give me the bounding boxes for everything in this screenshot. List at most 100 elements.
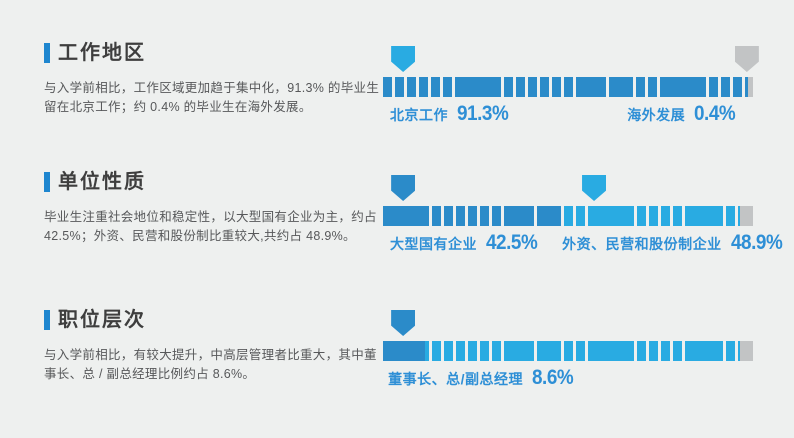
bar-gap (429, 206, 432, 226)
chart-label: 海外发展 0.4% (627, 102, 740, 126)
bar-gap (440, 77, 443, 97)
section-work-region: 工作地区 与入学前相比，工作区域更加趋于集中化，91.3% 的毕业生留在北京工作… (44, 42, 386, 117)
bar-gap (634, 206, 637, 226)
chart-company-type: 大型国有企业 42.5% 外资、民营和股份制企业 48.9% (383, 175, 782, 267)
bar-gap (606, 77, 609, 97)
bar-gap (658, 341, 661, 361)
bar-gap (573, 77, 576, 97)
bar-gap (501, 341, 504, 361)
marker-pin-icon (582, 175, 607, 201)
bar-gap (534, 206, 537, 226)
bar-gap (682, 341, 685, 361)
chart-label-value: 91.3% (457, 102, 509, 125)
bar-gap (730, 77, 733, 97)
bar-segment (740, 341, 753, 361)
title-accent-bar (44, 43, 50, 63)
bar-segment (747, 77, 753, 97)
bar-gap (534, 341, 537, 361)
section-title: 单位性质 (58, 171, 146, 193)
bar-gap (501, 206, 504, 226)
bar-gap (513, 77, 516, 97)
section-description: 与入学前相比，有较大提升，中高层管理者比重大，其中董事长、总 / 副总经理比例约… (44, 348, 377, 381)
bar-gap (682, 206, 685, 226)
bar-gap (441, 341, 444, 361)
section-header: 职位层次 (44, 309, 386, 331)
chart-label-value: 8.6% (532, 366, 574, 389)
bar-gap (646, 341, 649, 361)
bar-gap (723, 341, 726, 361)
bar-gap (416, 77, 419, 97)
chart-label: 北京工作 91.3% (390, 102, 514, 126)
bar-gap (633, 77, 636, 97)
bar-gap (723, 206, 726, 226)
section-header: 工作地区 (44, 42, 386, 64)
bar-gap (392, 77, 395, 97)
bar-segment (383, 341, 426, 361)
chart-label-value: 48.9% (730, 231, 783, 254)
chart-label-text: 董事长、总/副总经理 (388, 371, 524, 387)
bar-gap (573, 206, 576, 226)
bar-gap (561, 341, 564, 361)
bar-gap (404, 77, 407, 97)
bar-gap (735, 341, 738, 361)
bar-gap (742, 77, 745, 97)
chart-label: 大型国有企业 42.5% (390, 231, 543, 255)
title-accent-bar (44, 310, 50, 330)
bar-segment (740, 206, 753, 226)
chart-label: 董事长、总/副总经理 8.6% (388, 366, 578, 390)
bar-gap (429, 341, 432, 361)
section-description: 毕业生注重社会地位和稳定性，以大型国有企业为主，约占 42.5%；外资、民营和股… (44, 210, 377, 243)
bar-gap (428, 77, 431, 97)
chart-label-text: 北京工作 (390, 107, 449, 123)
bar-gap (477, 341, 480, 361)
marker-pin-icon (391, 310, 416, 336)
chart-position-level: 董事长、总/副总经理 8.6% (383, 310, 753, 402)
segmented-bar (383, 341, 753, 361)
bar-gap (645, 77, 648, 97)
section-title: 工作地区 (58, 42, 146, 64)
chart-label: 外资、民营和股份制企业 48.9% (562, 231, 788, 255)
bar-gap (452, 77, 455, 97)
bar-segment (425, 341, 741, 361)
section-description: 与入学前相比，工作区域更加趋于集中化，91.3% 的毕业生留在北京工作；约 0.… (44, 81, 380, 114)
bar-gap (453, 341, 456, 361)
bar-gap (441, 206, 444, 226)
title-accent-bar (44, 172, 50, 192)
chart-label-text: 外资、民营和股份制企业 (562, 236, 722, 252)
bar-gap (646, 206, 649, 226)
bar-gap (561, 206, 564, 226)
bar-gap (585, 341, 588, 361)
bar-gap (670, 206, 673, 226)
bar-gap (465, 206, 468, 226)
chart-label-text: 海外发展 (627, 107, 686, 123)
bar-gap (525, 77, 528, 97)
bar-gap (477, 206, 480, 226)
bar-gap (561, 77, 564, 97)
chart-label-value: 42.5% (486, 231, 538, 254)
segmented-bar (383, 206, 753, 226)
bar-gap (735, 206, 738, 226)
chart-work-region: 北京工作 91.3% 海外发展 0.4% (383, 46, 759, 138)
marker-pin-icon (391, 175, 416, 201)
bar-gap (549, 77, 552, 97)
section-title: 职位层次 (58, 309, 146, 331)
bar-segment (383, 206, 563, 226)
chart-label-text: 大型国有企业 (390, 236, 478, 252)
bar-gap (718, 77, 721, 97)
bar-gap (706, 77, 709, 97)
bar-gap (657, 77, 660, 97)
bar-gap (670, 341, 673, 361)
bar-gap (489, 341, 492, 361)
marker-pin-icon (391, 46, 416, 72)
bar-gap (453, 206, 456, 226)
bar-gap (501, 77, 504, 97)
chart-label-value: 0.4% (694, 102, 736, 125)
section-position-level: 职位层次 与入学前相比，有较大提升，中高层管理者比重大，其中董事长、总 / 副总… (44, 309, 386, 384)
bar-gap (573, 341, 576, 361)
bar-gap (634, 341, 637, 361)
bar-gap (658, 206, 661, 226)
section-header: 单位性质 (44, 171, 386, 193)
segmented-bar (383, 77, 753, 97)
bar-segment (562, 206, 741, 226)
